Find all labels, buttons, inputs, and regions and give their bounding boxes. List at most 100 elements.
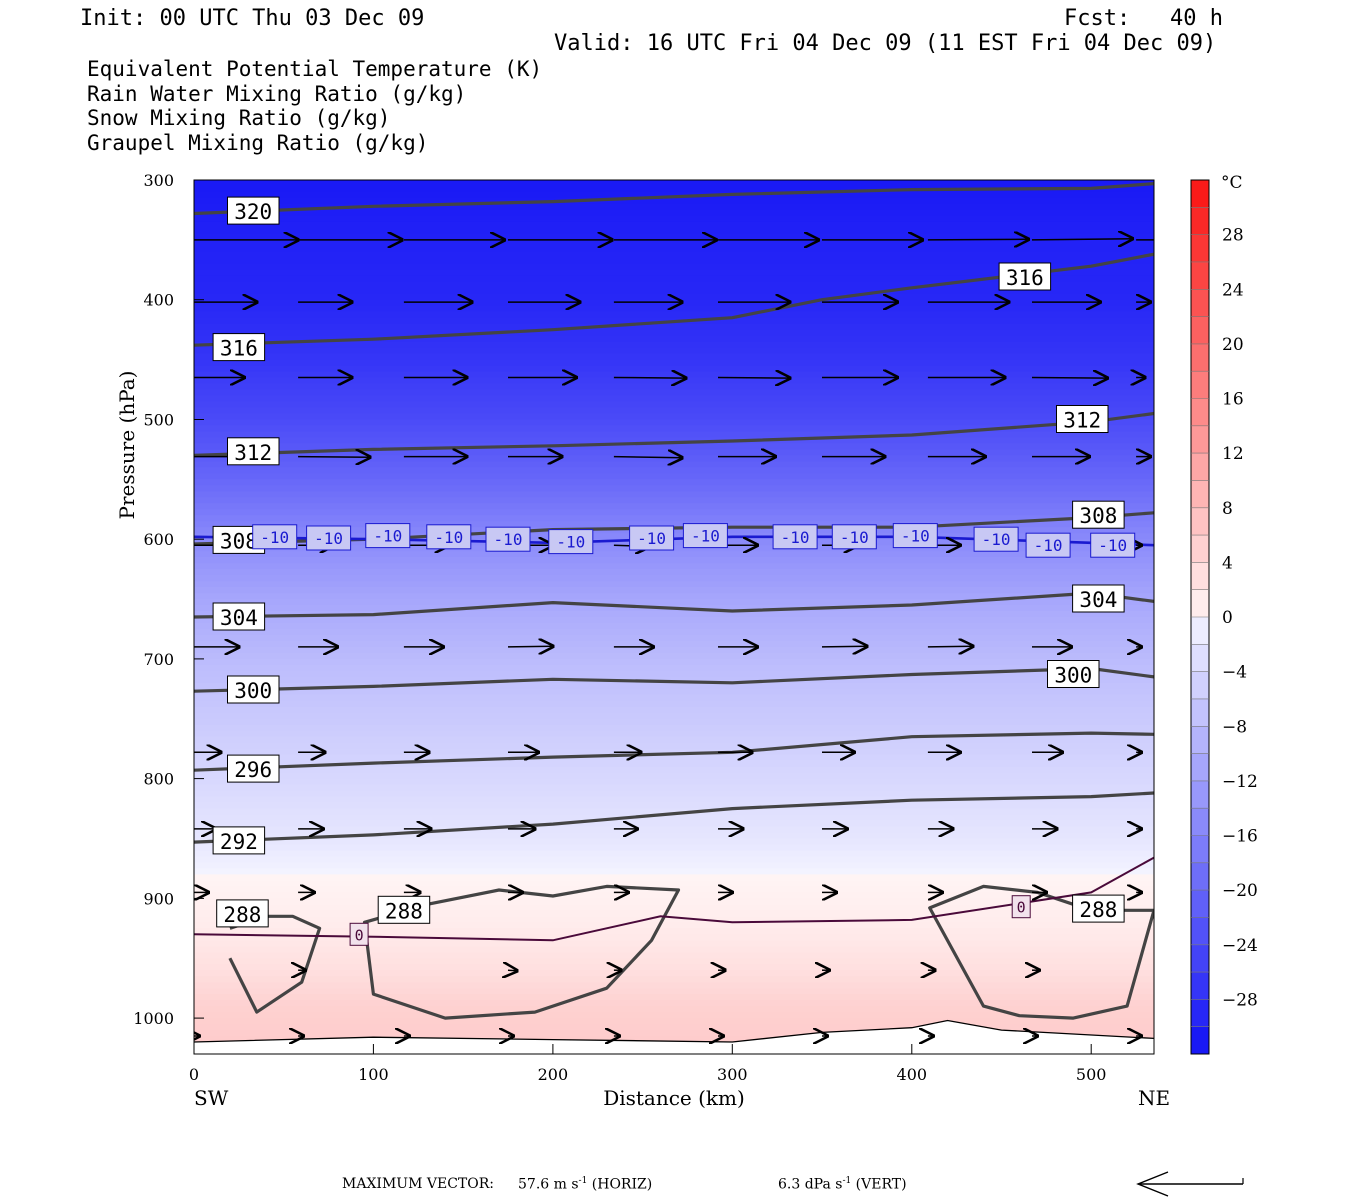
- temperature-band: [194, 982, 1154, 989]
- colorbar-swatch: [1191, 398, 1209, 427]
- temperature-band: [194, 623, 1154, 630]
- temperature-band: [194, 209, 1154, 217]
- temperature-band: [194, 784, 1154, 792]
- theta-e-label-box: [1047, 660, 1100, 688]
- temperature-band: [194, 802, 1154, 810]
- temperature-band: [194, 227, 1154, 235]
- wind-vector: [927, 646, 973, 647]
- colorbar-swatch: [1191, 726, 1209, 755]
- theta-e-label-box: [1072, 584, 1125, 613]
- isotherm-label: -10: [1098, 536, 1127, 555]
- forecast-hour: Fcst: 40 h: [1064, 6, 1223, 31]
- temperature-band: [194, 1018, 1154, 1025]
- temperature-band: [194, 856, 1154, 864]
- temperature-band: [194, 874, 1154, 881]
- temperature-band: [194, 658, 1154, 666]
- colorbar-swatch: [1191, 453, 1209, 481]
- isotherm-label: -10: [494, 530, 523, 549]
- temperature-band: [194, 347, 1154, 355]
- max-vector-label: MAXIMUM VECTOR:: [342, 1176, 494, 1192]
- temperature-band: [194, 808, 1154, 816]
- temperature-band: [194, 880, 1154, 887]
- temperature-band: [194, 293, 1154, 301]
- temperature-band: [194, 251, 1154, 259]
- colorbar-swatch: [1191, 562, 1209, 591]
- temperature-band: [194, 299, 1154, 307]
- temperature-band: [194, 509, 1154, 516]
- temperature-band: [194, 844, 1154, 852]
- temperature-band: [194, 838, 1154, 846]
- isotherm-label: -10: [840, 528, 869, 547]
- temperature-band: [194, 748, 1154, 756]
- isotherm-label-box: [1025, 532, 1071, 558]
- wind-vector: [717, 378, 790, 379]
- theta-e-label: 288: [1079, 898, 1117, 922]
- isotherm-label: -10: [260, 528, 289, 547]
- colorbar-tick-label: 12: [1222, 444, 1244, 464]
- temperature-band: [194, 587, 1154, 594]
- temperature-band: [194, 946, 1154, 953]
- temperature-band: [194, 269, 1154, 277]
- temperature-field: [194, 180, 1154, 1054]
- colorbar-swatch: [1191, 617, 1209, 645]
- theta-e-label: 288: [385, 899, 423, 923]
- colorbar-swatch: [1191, 535, 1209, 563]
- y-tick-label: 700: [143, 650, 174, 669]
- isotherm-zero-label-box: [349, 922, 369, 946]
- isotherm-label: -10: [1034, 536, 1063, 555]
- temperature-band: [194, 245, 1154, 253]
- temperature-band: [194, 868, 1154, 875]
- y-tick-label: 1000: [133, 1009, 174, 1028]
- theta-e-label-box: [212, 826, 266, 855]
- temperature-band: [194, 724, 1154, 732]
- temperature-band: [194, 958, 1154, 965]
- colorbar-tick-label: 16: [1222, 390, 1244, 410]
- theta-e-label: 288: [223, 903, 261, 927]
- temperature-band: [194, 431, 1154, 438]
- wind-vector: [1031, 378, 1107, 379]
- temperature-band: [194, 664, 1154, 672]
- temperature-band: [194, 617, 1154, 624]
- temperature-band: [194, 1036, 1154, 1043]
- temperature-band: [194, 461, 1154, 468]
- y-tick-label: 900: [143, 889, 174, 908]
- temperature-band: [194, 1030, 1154, 1037]
- colorbar-swatch: [1191, 644, 1209, 673]
- theta-e-label-box: [227, 196, 280, 225]
- temperature-band: [194, 754, 1154, 762]
- isotherm-label-box: [1090, 532, 1136, 558]
- isotherm-label: -10: [691, 527, 720, 546]
- temperature-band: [194, 814, 1154, 822]
- colorbar-swatch: [1191, 944, 1209, 973]
- isotherm-label: -10: [556, 533, 585, 552]
- y-axis-title: Pressure (hPa): [115, 371, 139, 520]
- temperature-band: [194, 1012, 1154, 1019]
- temperature-band: [194, 940, 1154, 947]
- temperature-band: [194, 970, 1154, 977]
- x-axis-title: Distance (km): [603, 1086, 745, 1110]
- isotherm-label: -10: [434, 528, 463, 547]
- temperature-band: [194, 994, 1154, 1001]
- theta-e-label-box: [227, 437, 280, 466]
- legend-rain: Rain Water Mixing Ratio (g/kg): [87, 82, 467, 106]
- wind-vector: [1031, 239, 1133, 240]
- temperature-band: [194, 694, 1154, 702]
- colorbar-swatch: [1191, 862, 1209, 891]
- colorbar-swatch: [1191, 289, 1209, 318]
- plot-frame: [193, 179, 1155, 1055]
- isotherm-label: -10: [637, 529, 666, 548]
- isotherm-label-box: [973, 526, 1019, 552]
- temperature-band: [194, 263, 1154, 271]
- theta-e-label-box: [216, 899, 269, 928]
- temperature-band: [194, 419, 1154, 427]
- x-tick-label: 0: [189, 1065, 199, 1084]
- isotherm-label-box: [682, 523, 728, 549]
- colorbar-tick-label: −24: [1222, 936, 1258, 956]
- theta-e-label-box: [212, 333, 266, 362]
- wind-vector: [821, 646, 867, 647]
- temperature-band: [194, 569, 1154, 576]
- colorbar-tick-label: 4: [1222, 553, 1233, 573]
- temperature-band: [194, 575, 1154, 582]
- temperature-band: [194, 742, 1154, 750]
